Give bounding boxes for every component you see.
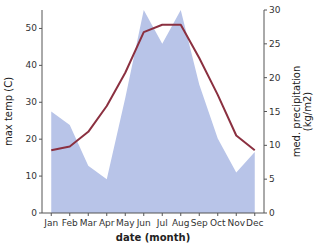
x-tick-label: Apr xyxy=(99,218,115,228)
x-tick xyxy=(125,213,126,216)
y-tick-label: 40 xyxy=(26,60,38,70)
y2-tick xyxy=(264,10,267,11)
y2-tick-label: 5 xyxy=(269,174,275,184)
y2-tick xyxy=(264,77,267,78)
x-tick xyxy=(88,213,89,216)
y-tick-label: 10 xyxy=(26,171,38,181)
x-tick xyxy=(254,213,255,216)
x-tick-label: Jul xyxy=(156,218,168,228)
y2-axis-label-line: (kg/m2) xyxy=(302,92,313,132)
y2-tick xyxy=(264,111,267,112)
x-tick xyxy=(143,213,144,216)
x-tick xyxy=(106,213,107,216)
x-tick xyxy=(51,213,52,216)
y2-tick-label: 20 xyxy=(269,73,281,83)
x-tick-label: Oct xyxy=(210,218,226,228)
y2-tick-label: 0 xyxy=(269,208,275,218)
y2-axis-label-line: med. precipitation xyxy=(291,66,302,158)
y2-tick-label: 15 xyxy=(269,107,280,117)
plot-marks xyxy=(51,10,255,213)
y-tick-label: 20 xyxy=(26,134,38,144)
y2-tick-label: 10 xyxy=(269,140,281,150)
x-axis-label: date (month) xyxy=(116,232,190,243)
y2-tick xyxy=(264,213,267,214)
y-tick xyxy=(39,65,42,66)
temp-line xyxy=(51,25,255,150)
x-tick-label: May xyxy=(116,218,135,228)
x-tick-label: Jun xyxy=(136,218,151,228)
x-tick xyxy=(217,213,218,216)
y-tick-label: 50 xyxy=(26,23,38,33)
y2-tick xyxy=(264,179,267,180)
x-axis-line xyxy=(42,213,264,214)
x-tick xyxy=(162,213,163,216)
y2-tick xyxy=(264,43,267,44)
x-tick-label: Sep xyxy=(191,218,208,228)
x-tick xyxy=(69,213,70,216)
chart: Jan FebMarAprMayJun Jul AugSepOctNovDec 0 10 2… xyxy=(0,0,318,247)
y-tick xyxy=(39,213,42,214)
y-axis-line xyxy=(42,10,43,213)
y-tick xyxy=(39,102,42,103)
x-tick-label: Jan xyxy=(43,218,58,228)
x-tick-label: Nov xyxy=(227,218,245,228)
y-tick xyxy=(39,176,42,177)
y-tick-label: 30 xyxy=(26,97,38,107)
y-tick xyxy=(39,139,42,140)
x-tick xyxy=(180,213,181,216)
x-tick-label: Dec xyxy=(246,218,263,228)
y2-tick xyxy=(264,145,267,146)
x-tick-label: Feb xyxy=(62,218,78,228)
x-tick xyxy=(199,213,200,216)
x-tick-label: Aug xyxy=(172,218,190,228)
x-tick xyxy=(236,213,237,216)
y2-tick-label: 25 xyxy=(269,39,280,49)
y-tick xyxy=(39,28,42,29)
y-tick-label: 0 xyxy=(31,208,37,218)
y-axis-label: max temp (C) xyxy=(3,77,14,146)
precip-area xyxy=(51,10,255,213)
y2-axis-label: med. precipitation(kg/m2) xyxy=(291,66,313,158)
y2-tick-label: 30 xyxy=(269,5,281,15)
x-tick-label: Mar xyxy=(80,218,97,228)
